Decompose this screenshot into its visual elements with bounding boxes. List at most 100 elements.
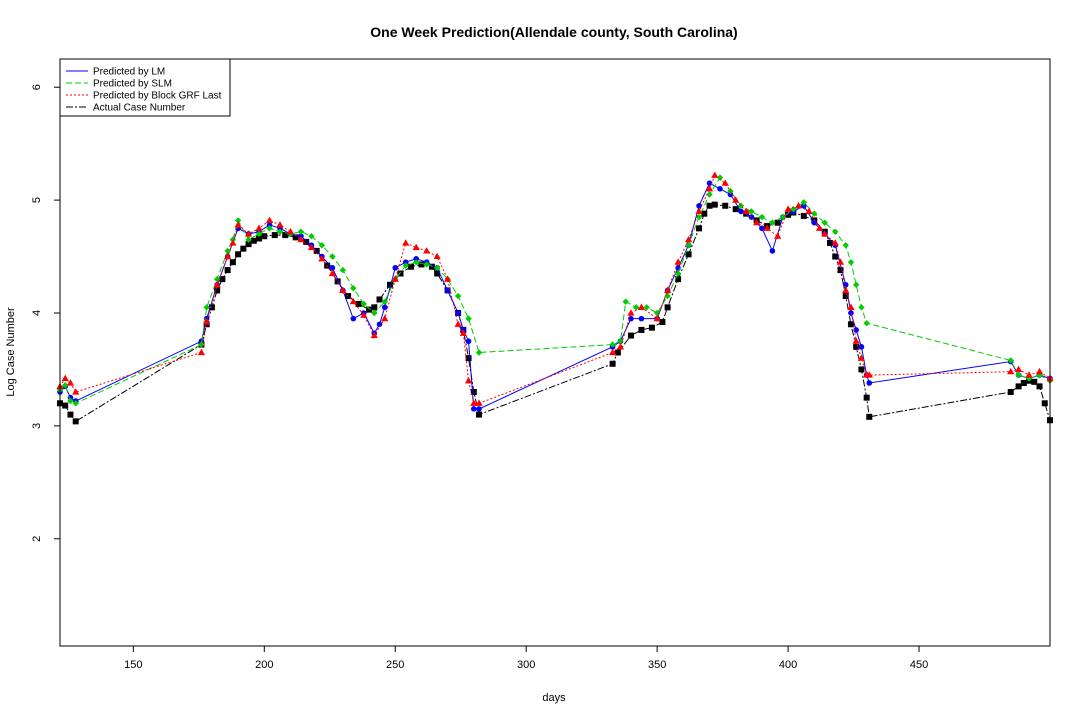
- data-point: [266, 222, 273, 228]
- data-point: [381, 304, 388, 311]
- data-point: [376, 296, 383, 303]
- data-point: [381, 314, 389, 322]
- data-point: [292, 234, 299, 241]
- y-tick-label: 4: [31, 310, 43, 316]
- data-point: [67, 411, 74, 418]
- data-point: [224, 247, 231, 255]
- data-point: [350, 284, 357, 292]
- data-point: [609, 360, 616, 367]
- data-point: [664, 286, 672, 294]
- series-predicted-by-block-grf-last: [56, 171, 1054, 406]
- data-point: [696, 225, 703, 232]
- data-point: [402, 262, 409, 269]
- data-point: [286, 227, 295, 235]
- data-point: [685, 251, 692, 258]
- data-point: [213, 275, 221, 283]
- data-point: [716, 174, 724, 181]
- data-point: [444, 287, 451, 294]
- data-point: [72, 388, 80, 395]
- data-point: [614, 349, 621, 356]
- data-point: [684, 235, 693, 243]
- data-point: [866, 380, 873, 386]
- axis-ticks: 150 200 250 300 350 400 450 2 3 4 5 6: [31, 84, 928, 671]
- data-point: [748, 208, 755, 215]
- data-point: [371, 309, 378, 317]
- data-point: [423, 261, 430, 268]
- data-point: [627, 309, 635, 316]
- data-point: [1036, 383, 1043, 390]
- data-point: [282, 232, 289, 239]
- data-point: [203, 304, 210, 311]
- data-point: [355, 300, 362, 307]
- data-point: [271, 232, 278, 239]
- data-point: [459, 329, 467, 336]
- y-axis-label: Log Case Number: [5, 307, 17, 397]
- data-point: [67, 397, 74, 405]
- data-point: [402, 239, 410, 246]
- data-point: [794, 201, 803, 209]
- data-point: [800, 199, 808, 206]
- data-point: [627, 332, 634, 339]
- data-point: [72, 400, 79, 407]
- data-point: [465, 355, 472, 362]
- data-point: [245, 241, 252, 248]
- data-point: [423, 247, 431, 254]
- data-point: [318, 242, 326, 249]
- data-point: [695, 207, 703, 214]
- data-point: [266, 225, 273, 232]
- data-point: [297, 228, 305, 235]
- data-point: [475, 399, 483, 406]
- data-point: [334, 278, 341, 285]
- data-point: [616, 343, 625, 350]
- x-tick-label: 250: [386, 659, 404, 671]
- data-point: [219, 276, 226, 283]
- data-point: [801, 202, 807, 209]
- data-point: [706, 180, 713, 186]
- data-point: [865, 371, 873, 378]
- data-point: [339, 266, 347, 274]
- data-point: [784, 205, 792, 212]
- data-point: [648, 324, 655, 331]
- data-point: [790, 205, 797, 213]
- data-point: [769, 248, 776, 254]
- data-point: [261, 233, 268, 240]
- data-point: [695, 213, 703, 221]
- data-point: [62, 382, 69, 389]
- plot-frame: [59, 58, 1051, 647]
- data-point: [863, 394, 870, 401]
- data-point: [224, 267, 231, 274]
- data-point: [664, 304, 671, 311]
- data-point: [632, 304, 640, 311]
- data-point: [858, 304, 865, 311]
- data-point: [732, 196, 740, 203]
- data-point: [858, 366, 865, 373]
- data-point: [387, 281, 393, 288]
- data-point: [234, 217, 242, 224]
- data-point: [465, 315, 472, 322]
- data-point: [701, 210, 708, 217]
- data-point: [360, 311, 368, 318]
- data-point: [609, 341, 616, 348]
- data-point: [706, 202, 713, 209]
- data-point: [842, 293, 849, 300]
- data-point: [470, 399, 478, 406]
- data-point: [235, 251, 242, 258]
- x-tick-label: 150: [124, 659, 142, 671]
- data-point: [815, 224, 824, 231]
- data-point: [1025, 371, 1033, 378]
- y-tick-label: 6: [31, 84, 43, 90]
- data-point: [685, 242, 692, 249]
- data-point: [866, 413, 873, 420]
- chart-title: One Week Prediction(Allendale county, So…: [370, 24, 737, 40]
- x-tick-label: 450: [910, 659, 928, 671]
- data-point: [1007, 367, 1015, 375]
- data-point: [412, 243, 420, 251]
- data-point: [407, 263, 414, 270]
- data-point: [638, 315, 645, 322]
- data-point: [805, 207, 813, 214]
- data-point: [637, 303, 646, 310]
- y-tick-label: 3: [31, 423, 43, 429]
- data-point: [847, 321, 854, 328]
